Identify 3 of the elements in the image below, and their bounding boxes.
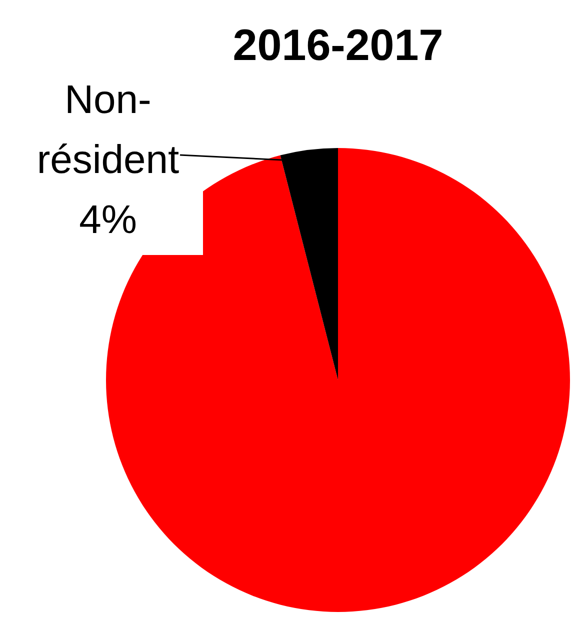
chart-title: 2016-2017 <box>232 21 444 70</box>
data-label: 4% <box>79 198 137 242</box>
slice-label: Non-résident <box>36 78 180 182</box>
